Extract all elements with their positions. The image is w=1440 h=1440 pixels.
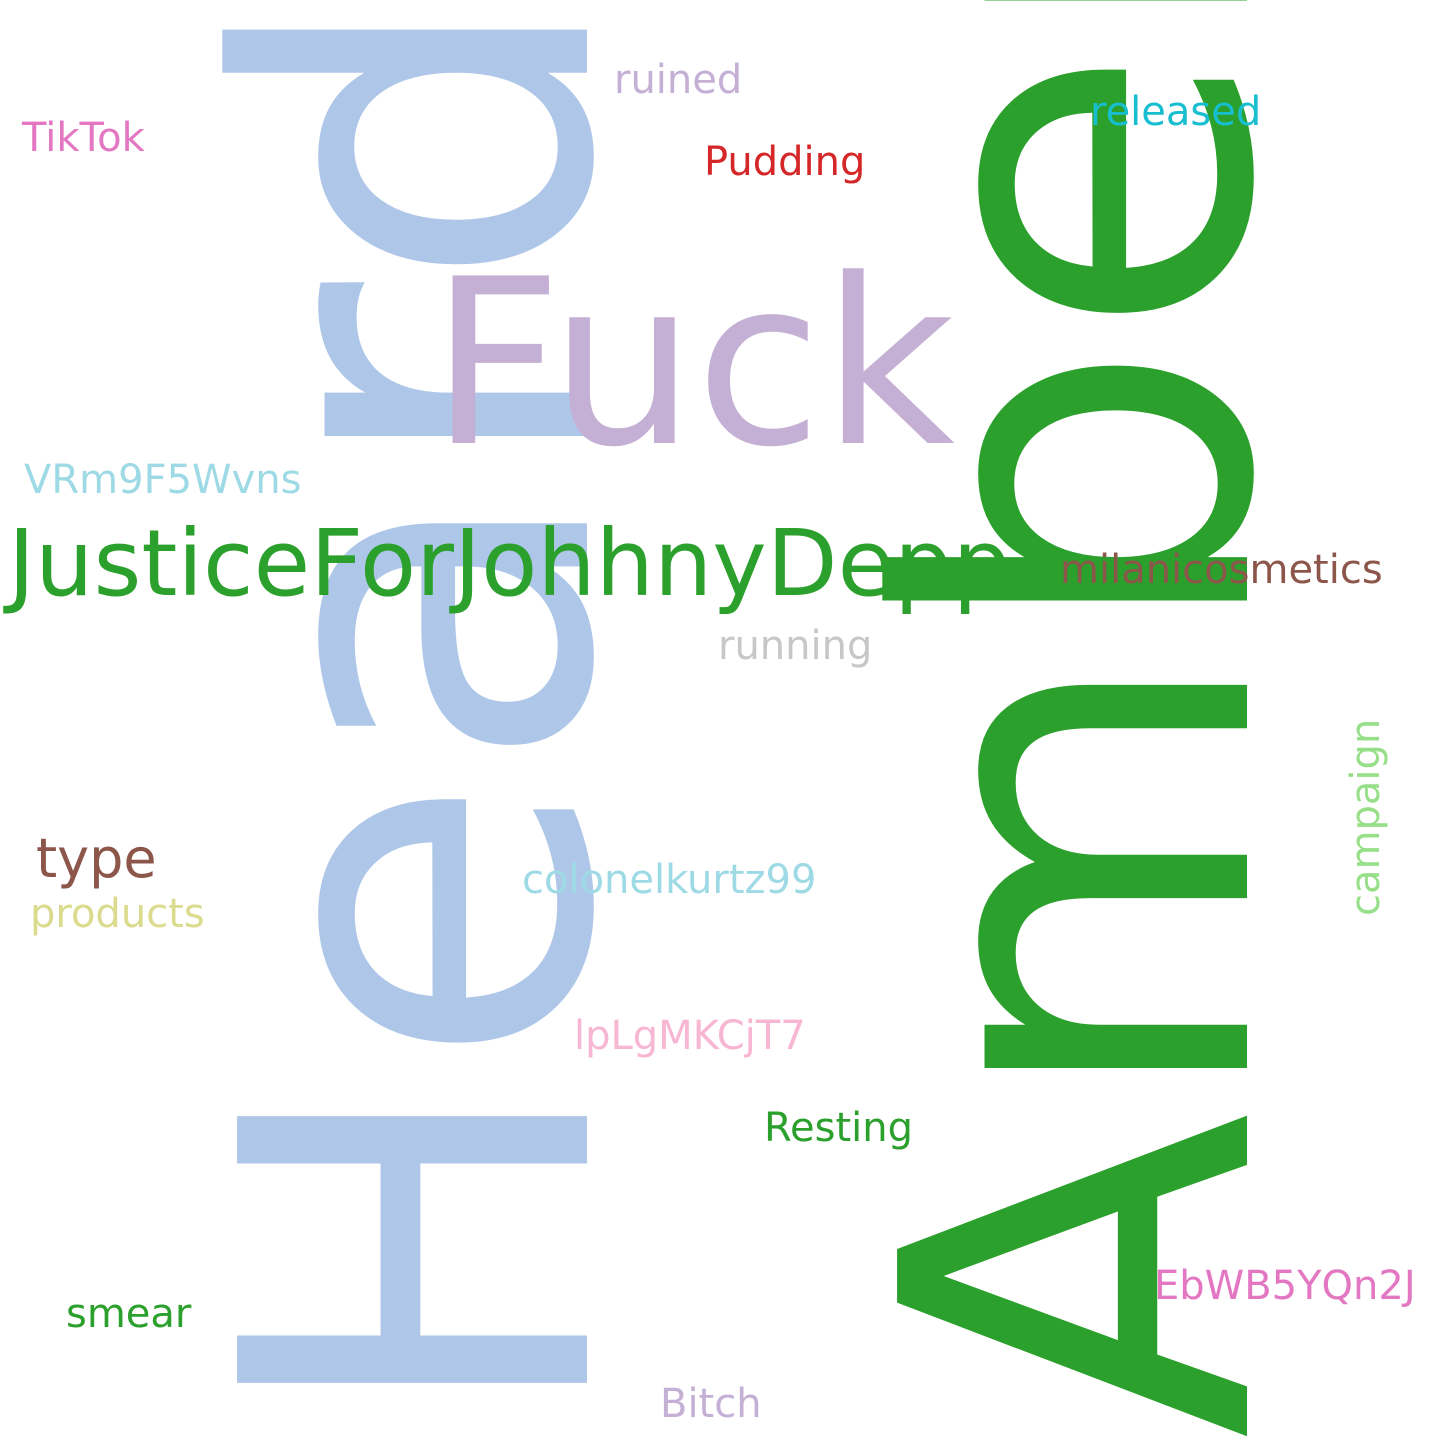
word-resting: Resting (764, 1105, 913, 1151)
word-campaign: campaign (1343, 718, 1389, 916)
word-running: running (718, 623, 873, 669)
word-milanicosmetics: milanicosmetics (1060, 547, 1383, 593)
word-vrm9f5wvns: VRm9F5Wvns (24, 457, 302, 503)
word-released: released (1090, 89, 1262, 135)
word-ebwb5yqn2j: EbWB5YQn2J (1154, 1263, 1416, 1309)
word-smear: smear (66, 1291, 192, 1337)
word-heard: Heard (142, 0, 701, 1430)
word-lplgmkcjt7: lpLgMKCjT7 (574, 1013, 806, 1059)
word-fuck: Fuck (430, 231, 956, 498)
word-tiktok: TikTok (22, 115, 145, 161)
word-ruined: ruined (614, 57, 743, 103)
word-products: products (30, 891, 205, 937)
word-type: type (36, 827, 157, 890)
word-justiceforjohhnydepp: JusticeForJohhnyDepp (8, 510, 1011, 617)
word-bitch: Bitch (660, 1381, 762, 1427)
word-colonelkurtz99: colonelkurtz99 (522, 857, 817, 903)
word-amber: Amber (802, 0, 1361, 1440)
word-pudding: Pudding (704, 139, 866, 185)
